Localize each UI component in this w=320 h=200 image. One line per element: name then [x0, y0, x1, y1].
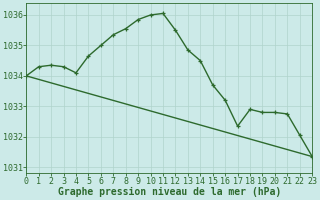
X-axis label: Graphe pression niveau de la mer (hPa): Graphe pression niveau de la mer (hPa) — [58, 187, 281, 197]
